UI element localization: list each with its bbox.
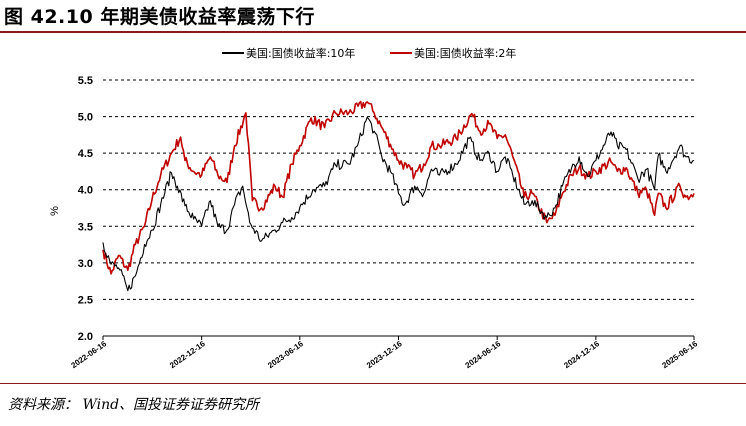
y-tick-label: 5.5: [78, 75, 93, 87]
series-line: [102, 116, 695, 292]
x-tick-label: 2022-12-16: [168, 339, 207, 370]
legend-label: 美国:国债收益率:2年: [414, 46, 516, 60]
x-tick-label: 2024-12-16: [562, 339, 601, 370]
x-tick-label: 2023-06-16: [266, 339, 305, 370]
yield-line-chart: % 2.02.53.03.54.04.55.05.5 2022-06-16 202…: [49, 46, 700, 370]
y-tick-label: 5.0: [78, 112, 93, 124]
x-tick-label: 2024-06-16: [464, 339, 503, 370]
series-line: [102, 100, 695, 275]
y-axis: % 2.0 2.5 3.0 3.5 4.0 4.5 5.0 5.5: [49, 75, 93, 343]
source-note: 资料来源： Wind、国投证券证券研究所: [8, 397, 260, 413]
legend: 美国:国债收益率:10年 美国:国债收益率:2年: [222, 46, 516, 60]
y-tick-label: 2.5: [78, 294, 93, 306]
y-tick-label: 4.5: [78, 148, 93, 160]
figure-title: 图 42.10 年期美债收益率震荡下行: [4, 6, 315, 28]
x-tick-label: 2025-06-16: [660, 339, 699, 370]
y-tick-label: 4.0: [78, 185, 93, 197]
legend-label: 美国:国债收益率:10年: [246, 46, 355, 60]
y-axis-label: %: [49, 206, 61, 216]
gridlines: [103, 79, 694, 300]
x-tick-label: 2022-06-16: [69, 339, 108, 370]
bottom-rule: [0, 383, 746, 384]
x-axis: 2022-06-16 2022-12-16 2023-06-16 2023-12-16…: [69, 335, 700, 370]
series-lines: [102, 100, 695, 292]
y-tick-label: 2.0: [78, 331, 93, 343]
y-tick-label: 3.0: [78, 258, 93, 270]
y-tick-label: 3.5: [78, 221, 93, 233]
x-tick-label: 2023-12-16: [365, 339, 404, 370]
title-rule: [0, 31, 746, 33]
